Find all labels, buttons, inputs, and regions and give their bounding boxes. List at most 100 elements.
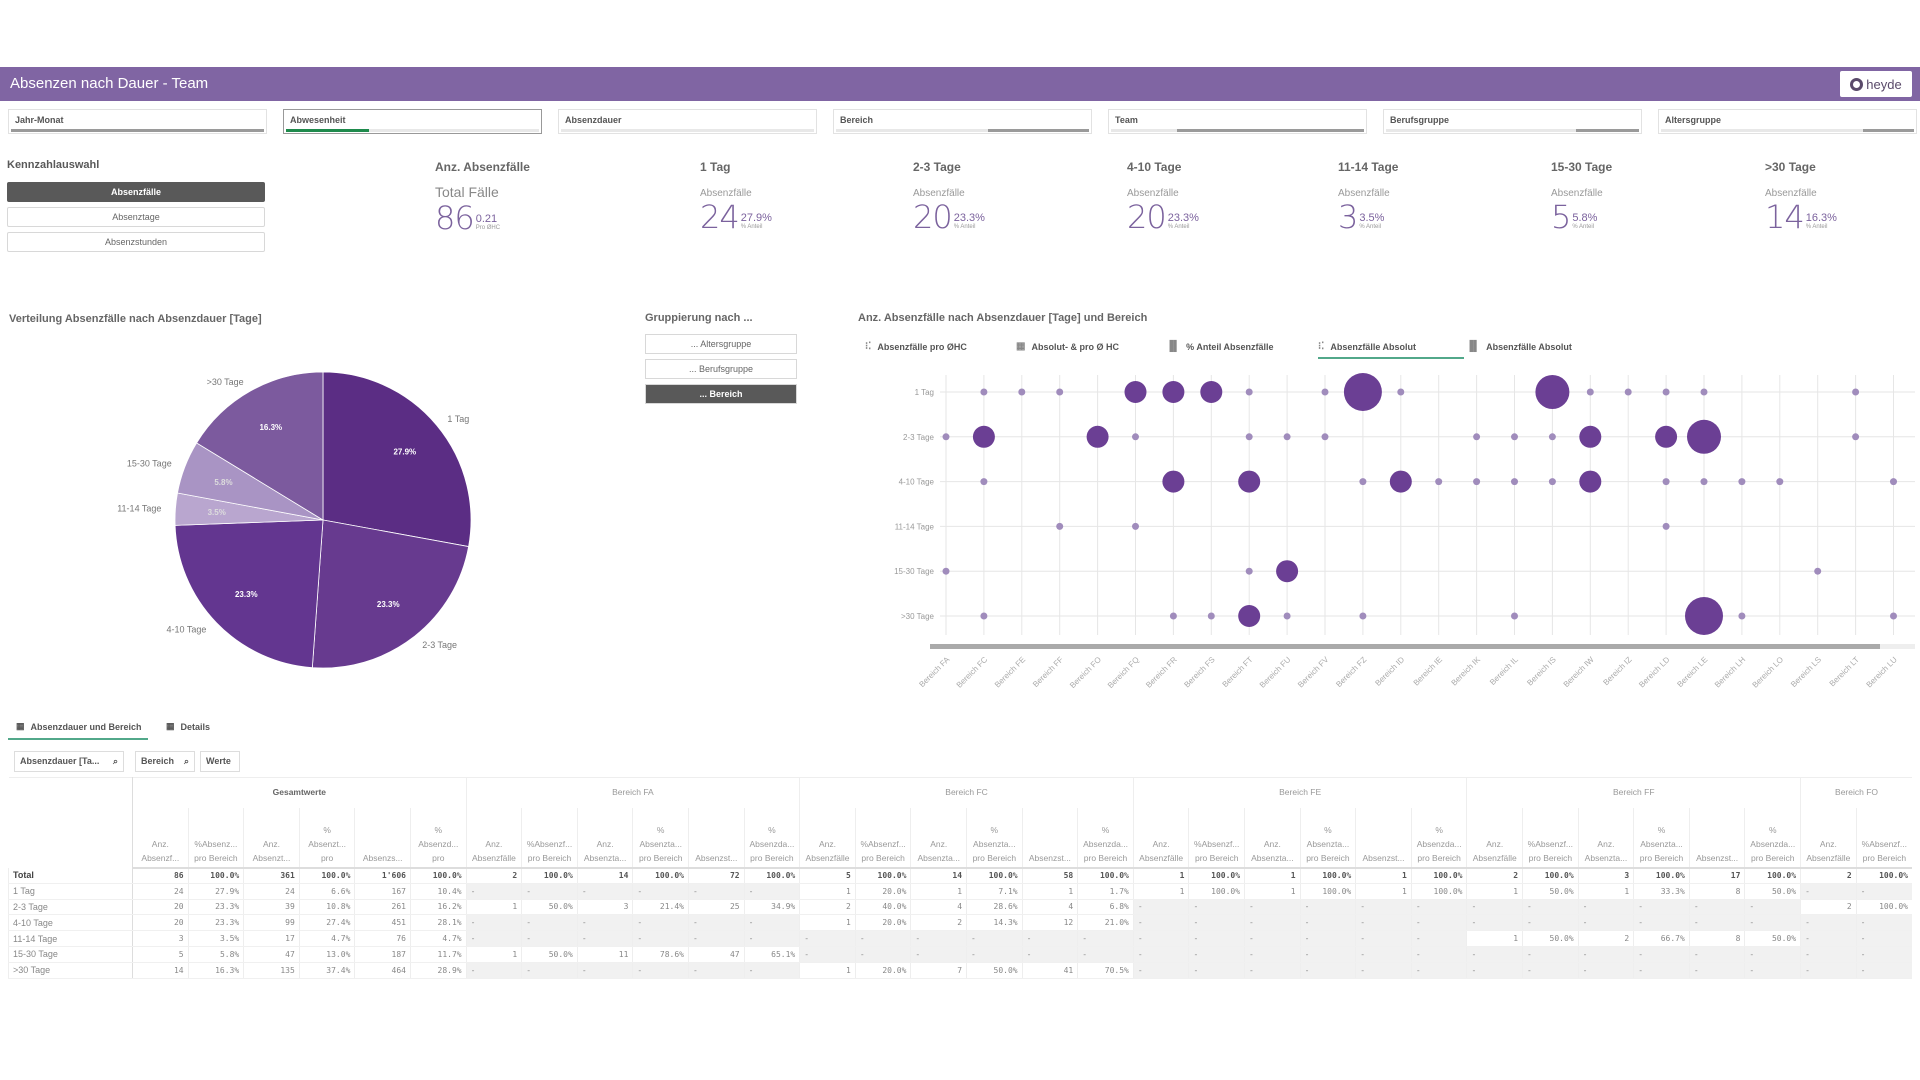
filter-team[interactable]: Team: [1108, 109, 1367, 134]
bubble[interactable]: [1548, 478, 1556, 486]
bubble[interactable]: [1162, 381, 1185, 403]
filter-absenzdauer[interactable]: Absenzdauer: [558, 109, 817, 134]
column-header[interactable]: Absenzst...: [1355, 807, 1412, 869]
chart-tab[interactable]: ▐▌ % Anteil Absenzfälle: [1166, 341, 1274, 357]
column-header[interactable]: % Absenzta... pro Bereich: [632, 807, 689, 869]
column-header[interactable]: Anz. Absenzf...: [132, 807, 189, 869]
bubble-chart[interactable]: Bereich FA Bereich FC Bereich FE Bereich FF…: [850, 370, 1920, 700]
bubble[interactable]: [1238, 470, 1261, 493]
column-header[interactable]: %Absenzf... pro Bereich: [1522, 807, 1579, 869]
group-bereich-button[interactable]: ... Bereich: [645, 384, 797, 404]
chart-tab[interactable]: ⁝⁚ Absenzfälle pro ØHC: [865, 341, 967, 357]
bubble[interactable]: [1056, 522, 1064, 530]
bubble[interactable]: [1511, 478, 1518, 486]
column-header[interactable]: % Absenzda... pro Bereich: [1410, 807, 1467, 869]
bubble[interactable]: [1389, 470, 1412, 493]
bubble[interactable]: [1662, 522, 1670, 530]
bubble[interactable]: [1132, 433, 1139, 441]
column-header[interactable]: %Absenz... pro Bereich: [187, 807, 244, 869]
bubble[interactable]: [1056, 388, 1064, 396]
bubble[interactable]: [1814, 567, 1822, 575]
group-header[interactable]: Bereich FC: [799, 777, 1134, 808]
column-header[interactable]: %Absenzf... pro Bereich: [1188, 807, 1245, 869]
row-label[interactable]: Total: [7, 867, 134, 884]
bubble[interactable]: [1473, 433, 1481, 441]
column-header[interactable]: % Absenzta... pro Bereich: [1633, 807, 1690, 869]
row-label[interactable]: 11-14 Tage: [7, 930, 134, 947]
bubble[interactable]: [1435, 478, 1443, 486]
column-header[interactable]: Absenzst...: [688, 807, 745, 869]
bubble[interactable]: [1245, 567, 1253, 575]
column-header[interactable]: Anz. Absenzfälle: [1132, 807, 1189, 869]
bubble[interactable]: [1359, 612, 1367, 620]
bubble[interactable]: [1245, 433, 1253, 441]
row-label[interactable]: 1 Tag: [7, 883, 134, 900]
bubble[interactable]: [980, 388, 988, 396]
absenzdauer-dimension-search[interactable]: Absenzdauer [Ta... ⌕: [14, 751, 124, 772]
bubble[interactable]: [1124, 381, 1147, 403]
bubble[interactable]: [972, 425, 995, 448]
bubble[interactable]: [1169, 612, 1177, 620]
bubble[interactable]: [1890, 612, 1897, 620]
bubble[interactable]: [1207, 612, 1215, 620]
row-label[interactable]: 4-10 Tage: [7, 914, 134, 932]
filter-altersgruppe[interactable]: Altersgruppe: [1658, 109, 1917, 134]
bubble[interactable]: [1548, 433, 1556, 441]
filter-abwesenheit[interactable]: Abwesenheit: [283, 109, 542, 134]
bubble[interactable]: [1511, 433, 1518, 441]
chart-tab[interactable]: ⁝⁚ Absenzfälle Absolut: [1318, 341, 1464, 359]
bubble[interactable]: [1397, 388, 1405, 396]
pie-slice[interactable]: [174, 519, 324, 669]
bubble[interactable]: [1624, 388, 1632, 396]
group-header[interactable]: Bereich FO: [1800, 777, 1912, 808]
column-header[interactable]: % Absenzta... pro Bereich: [966, 807, 1023, 869]
group-berufsgruppe-button[interactable]: ... Berufsgruppe: [645, 359, 797, 379]
bereich-dimension-search[interactable]: Bereich ⌕: [135, 751, 195, 772]
bubble[interactable]: [1852, 433, 1860, 441]
chart-tab[interactable]: ▦ Absolut- & pro Ø HC: [1016, 341, 1119, 357]
bubble[interactable]: [1018, 388, 1026, 396]
bubble[interactable]: [1655, 425, 1678, 448]
column-header[interactable]: % Absenzda... pro Bereich: [743, 807, 800, 869]
bubble[interactable]: [1086, 425, 1109, 448]
bubble[interactable]: [1321, 433, 1329, 441]
bubble[interactable]: [1535, 375, 1570, 409]
pie-slice[interactable]: [196, 371, 324, 521]
bubble[interactable]: [1343, 373, 1382, 411]
bubble[interactable]: [1511, 612, 1518, 620]
column-header[interactable]: %Absenzf... pro Bereich: [521, 807, 578, 869]
bubble[interactable]: [1200, 381, 1223, 403]
column-header[interactable]: Anz. Absenzfälle: [1466, 807, 1523, 869]
bubble[interactable]: [1685, 597, 1723, 635]
column-header[interactable]: Anz. Absenzta...: [910, 807, 967, 869]
bubble[interactable]: [1776, 478, 1784, 486]
bubble[interactable]: [1700, 478, 1708, 486]
group-header[interactable]: Bereich FE: [1132, 777, 1467, 808]
bubble[interactable]: [1890, 478, 1897, 486]
bubble[interactable]: [1359, 478, 1367, 486]
row-label[interactable]: 2-3 Tage: [7, 899, 134, 916]
bubble[interactable]: [1283, 433, 1291, 441]
bubble[interactable]: [1662, 388, 1670, 396]
filter-berufsgruppe[interactable]: Berufsgruppe: [1383, 109, 1642, 134]
bubble[interactable]: [1738, 478, 1746, 486]
bubble[interactable]: [942, 433, 950, 441]
group-header[interactable]: Bereich FA: [465, 777, 800, 808]
bubble[interactable]: [1579, 425, 1602, 448]
group-altersgruppe-button[interactable]: ... Altersgruppe: [645, 334, 797, 354]
column-header[interactable]: %Absenzf... pro Bereich: [854, 807, 911, 869]
scrollbar-thumb[interactable]: [930, 644, 1880, 649]
pie-slice[interactable]: [311, 519, 470, 669]
bubble[interactable]: [1700, 388, 1708, 396]
bubble[interactable]: [1238, 605, 1261, 627]
group-header[interactable]: Bereich FF: [1466, 777, 1801, 808]
tab-absenzdauer-und-bereich[interactable]: ▦ Absenzdauer und Bereich: [8, 721, 148, 740]
bubble[interactable]: [1162, 470, 1185, 493]
bubble[interactable]: [1276, 560, 1299, 583]
chart-tab[interactable]: ▐▌ Absenzfälle Absolut: [1466, 341, 1572, 357]
row-label[interactable]: >30 Tage: [7, 962, 134, 979]
werte-button[interactable]: Werte: [200, 751, 240, 772]
filter-bereich[interactable]: Bereich: [833, 109, 1092, 134]
kennzahl-absenzstunden-button[interactable]: Absenzstunden: [7, 232, 265, 252]
column-header[interactable]: % Absenzt... pro: [298, 807, 355, 869]
